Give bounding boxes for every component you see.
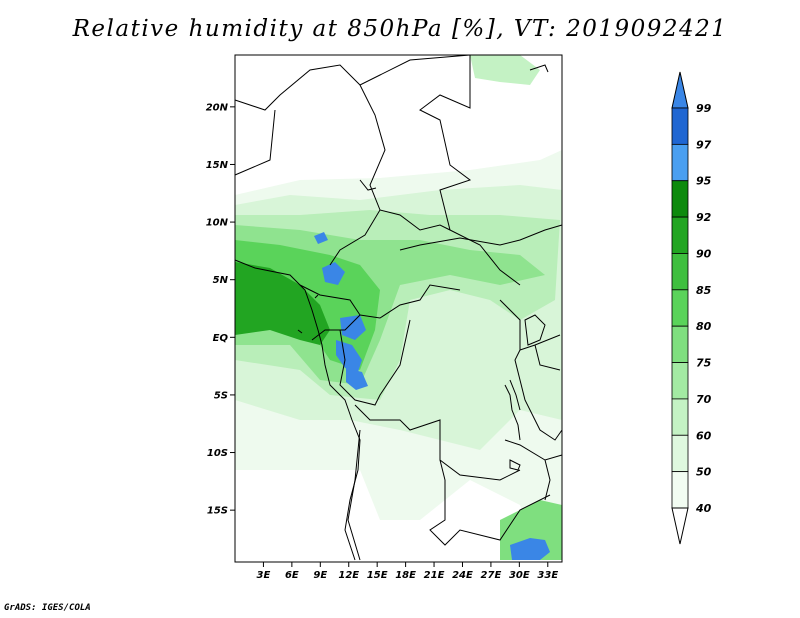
colorbar-segment (671, 434, 689, 473)
shade-se-blue (510, 538, 550, 560)
colorbar-label: 90 (696, 247, 712, 260)
colorbar-label: 99 (696, 102, 712, 115)
colorbar-segment (671, 253, 689, 291)
colorbar-label: 95 (696, 175, 712, 188)
colorbar-label: 50 (696, 466, 712, 479)
colorbar-label: 60 (696, 429, 712, 442)
shade-blue-b (340, 315, 366, 340)
shade-blue-d (346, 368, 368, 390)
map-frame (234, 54, 563, 563)
colorbar-segment (671, 325, 689, 363)
lat-tick-label: 20N (206, 102, 229, 113)
lon-tick-label: 6E (285, 570, 299, 581)
lat-tick-label: 15S (207, 506, 228, 517)
grads-credit: GrADS: IGES/COLA (4, 603, 91, 613)
colorbar-segment (671, 398, 689, 436)
colorbar-label: 75 (696, 357, 712, 370)
lon-tick-label: 3E (257, 570, 271, 581)
lat-tick-label: 5S (214, 390, 228, 401)
lon-tick-label: 33E (537, 570, 558, 581)
colorbar-segment (671, 289, 689, 327)
colorbar-bottom-arrow (671, 507, 689, 545)
latitude-axis: 20N 15N 10N 5N EQ 5S 10S 15S (206, 102, 235, 517)
colorbar-segment (671, 143, 689, 182)
lon-tick-label: 15E (367, 570, 388, 581)
lon-tick-label: 18E (395, 570, 416, 581)
colorbar-segment (671, 362, 689, 400)
colorbar-segment (671, 107, 689, 145)
coastline (234, 64, 549, 561)
shade-top-patch (470, 55, 540, 85)
shade-blue-e (314, 232, 328, 244)
lon-tick-label: 30E (509, 570, 530, 581)
lat-tick-label: 10S (207, 448, 228, 459)
lat-tick-label: 10N (206, 218, 229, 229)
lon-tick-label: 24E (452, 570, 473, 581)
lon-tick-label: 12E (338, 570, 359, 581)
colorbar-label: 85 (696, 284, 712, 297)
longitude-axis: 3E 6E 9E 12E 15E 18E 21E 24E 27E 30E 33E (257, 562, 558, 581)
colorbar-segment (671, 471, 689, 509)
colorbar-segment (671, 180, 689, 218)
colorbar-top-arrow (671, 71, 689, 109)
colorbar-label: 80 (696, 320, 712, 333)
shade-92 (235, 262, 330, 345)
shade-blue-a (322, 262, 345, 285)
colorbar-label: 97 (696, 138, 712, 151)
lon-tick-label: 9E (313, 570, 327, 581)
lat-tick-label: 5N (213, 275, 229, 286)
colorbar-label: 40 (695, 502, 712, 515)
lat-tick-label: 15N (206, 160, 229, 171)
lon-tick-label: 21E (424, 570, 445, 581)
map-title: Relative humidity at 850hPa [%], VT: 201… (72, 16, 728, 42)
colorbar: 99 97 95 92 90 85 80 75 70 60 50 40 (671, 71, 712, 545)
country-borders (234, 54, 563, 561)
colorbar-label: 70 (696, 393, 712, 406)
map-panel (234, 54, 563, 563)
colorbar-label: 92 (696, 211, 712, 224)
colorbar-segment (671, 216, 689, 254)
lon-tick-label: 27E (481, 570, 502, 581)
lat-tick-label: EQ (213, 333, 229, 344)
humidity-shading (235, 55, 562, 560)
